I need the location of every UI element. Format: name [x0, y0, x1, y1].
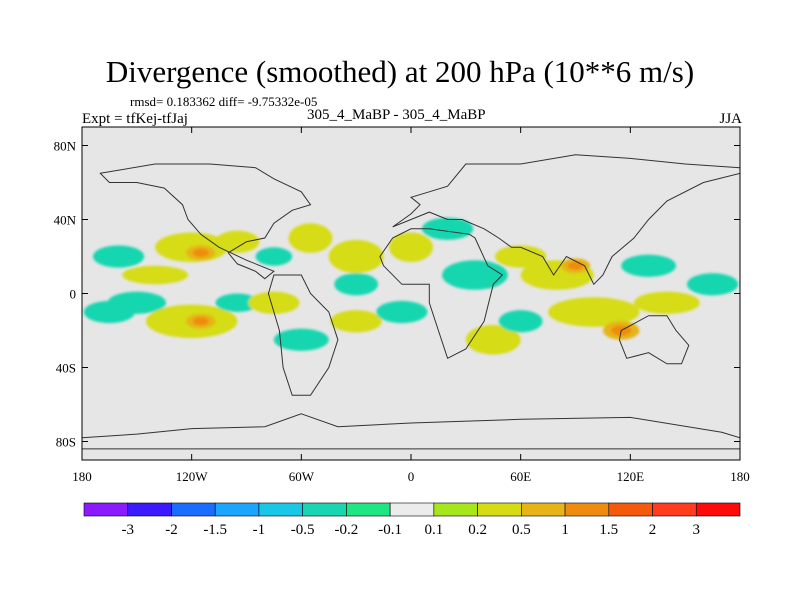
coastline — [392, 154, 740, 286]
field-cell — [334, 273, 379, 296]
colorbar-bin — [83, 502, 129, 517]
colorbar-label: 1.5 — [599, 522, 618, 538]
difference-label: 305_4_MaBP - 305_4_MaBP — [307, 107, 486, 123]
experiment-label: Expt = tfKej-tfJaj — [82, 111, 188, 127]
x-tick-label: 120E — [617, 469, 645, 484]
field-cell-core — [567, 261, 584, 270]
y-tick-label: 0 — [70, 287, 77, 302]
colorbar-bin — [477, 502, 522, 517]
field-cell — [421, 217, 474, 240]
field-cell — [376, 300, 428, 324]
field-cell — [83, 300, 136, 324]
field-cell — [442, 260, 508, 290]
colorbar-bin — [433, 502, 478, 517]
colorbar-label: 2 — [649, 522, 657, 538]
field-cell — [273, 328, 329, 351]
colorbar-bin — [258, 502, 303, 517]
field-contours — [83, 217, 739, 355]
colorbar-bin — [608, 502, 653, 517]
season-label: JJA — [719, 111, 742, 127]
field-cell — [288, 223, 333, 253]
field-cell — [621, 254, 677, 277]
colorbar-label: 1 — [561, 522, 569, 538]
x-tick-label: 60E — [510, 469, 531, 484]
x-tick-label: 120W — [176, 469, 209, 484]
colorbar-bin — [521, 502, 566, 517]
field-cell — [330, 310, 382, 333]
continent-outlines — [82, 154, 740, 450]
colorbar-label: 0.2 — [468, 522, 487, 538]
colorbar-label: 3 — [693, 522, 701, 538]
colorbar-label: -3 — [121, 522, 134, 538]
colorbar-bin — [302, 502, 347, 517]
x-axis: 180 120W 60W 0 60E 120E 180 — [72, 127, 750, 484]
field-cell — [215, 230, 260, 253]
field-cell — [328, 239, 384, 274]
x-tick-label: 180 — [72, 469, 92, 484]
field-cell — [495, 245, 547, 268]
field-cell — [255, 247, 293, 266]
coastline — [379, 228, 504, 360]
colorbar-label: -0.2 — [335, 522, 359, 538]
y-axis: 80N 40N 0 40S 80S — [54, 139, 740, 450]
field-cell-core — [192, 317, 209, 326]
colorbar-label: -1 — [253, 522, 266, 538]
colorbar-bin — [564, 502, 610, 517]
coastline — [99, 163, 312, 280]
colorbar-bin — [171, 502, 216, 517]
colorbar-bin — [389, 502, 435, 517]
x-tick-label: 0 — [408, 469, 415, 484]
field-cell — [122, 265, 189, 285]
coastline — [82, 413, 740, 450]
y-tick-label: 80N — [54, 139, 77, 154]
x-tick-label: 60W — [289, 469, 315, 484]
chart-title: Divergence (smoothed) at 200 hPa (10**6 … — [105, 54, 695, 89]
field-cell-core — [192, 248, 209, 257]
plot-background — [82, 127, 740, 460]
field-cell — [548, 297, 640, 327]
colorbar-label: -0.5 — [291, 522, 315, 538]
field-cell — [465, 324, 521, 355]
colorbar-bin — [214, 502, 260, 517]
x-tick-label: 180 — [730, 469, 750, 484]
colorbar-bin — [127, 502, 172, 517]
field-cell — [686, 273, 739, 296]
colorbar-label: -0.1 — [378, 522, 402, 538]
y-tick-label: 80S — [56, 435, 76, 450]
stats-line: rmsd= 0.183362 diff= -9.75332e-05 — [130, 94, 318, 109]
field-cell — [215, 293, 260, 312]
y-tick-label: 40S — [56, 361, 76, 376]
colorbar-label: 0.5 — [512, 522, 531, 538]
field-cell — [389, 232, 433, 263]
colorbar-label: 0.1 — [424, 522, 443, 538]
colorbar-label: -1.5 — [203, 522, 227, 538]
coastline — [618, 315, 690, 365]
colorbar-label: -2 — [165, 522, 178, 538]
colorbar-bin — [695, 502, 741, 517]
colorbar-bin — [652, 502, 697, 517]
colorbar: -3 -2 -1.5 -1 -0.5 -0.2 -0.1 0.1 0.2 0.5 1 1.5 2 3 — [83, 502, 741, 538]
field-cell — [633, 291, 700, 314]
field-cell — [92, 245, 145, 268]
y-tick-label: 40N — [54, 213, 77, 228]
coastline — [267, 274, 339, 396]
field-cell — [248, 291, 300, 314]
field-cell — [498, 310, 543, 333]
colorbar-bin — [346, 502, 391, 517]
